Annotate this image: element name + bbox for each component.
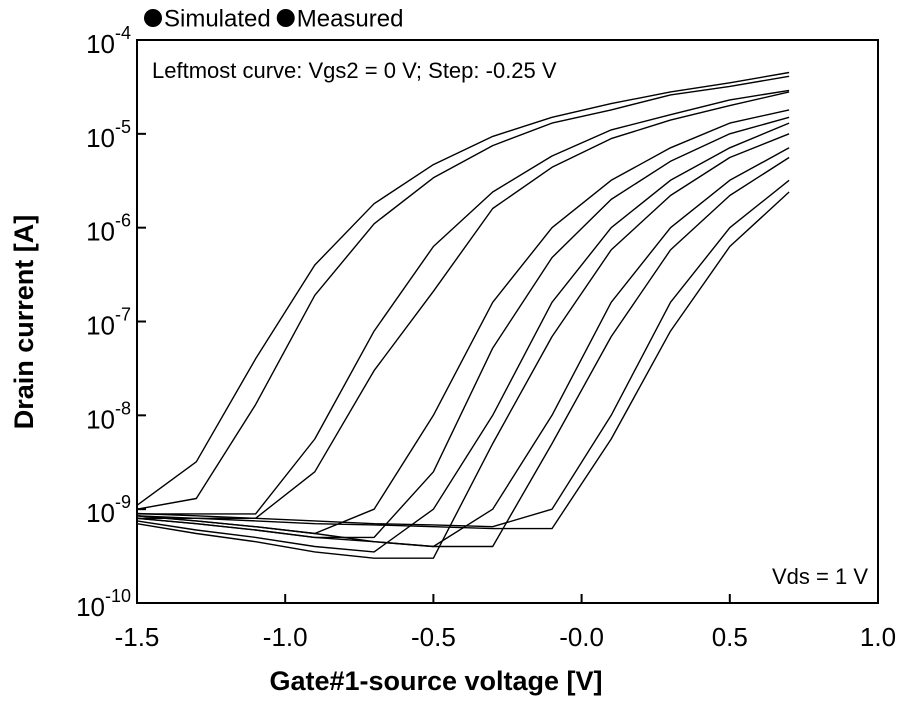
x-tick-label: -0.5 bbox=[411, 622, 456, 652]
y-tick-label: 10-9 bbox=[86, 492, 131, 528]
y-tick-label: 10-7 bbox=[86, 304, 131, 340]
curve bbox=[136, 71, 790, 506]
curve bbox=[136, 116, 790, 539]
curve bbox=[136, 156, 790, 548]
x-tick-label: 0.5 bbox=[712, 622, 748, 652]
curve bbox=[136, 147, 790, 548]
legend-label: Simulated bbox=[164, 5, 271, 32]
curve bbox=[136, 109, 790, 535]
annotation: Leftmost curve: Vgs2 = 0 V; Step: -0.25 … bbox=[152, 58, 557, 83]
curve bbox=[137, 91, 790, 519]
legend-marker bbox=[144, 9, 162, 27]
curve bbox=[137, 89, 790, 515]
x-axis-label: Gate#1-source voltage [V] bbox=[269, 666, 602, 696]
curve bbox=[136, 133, 790, 559]
curve bbox=[136, 122, 790, 553]
legend-marker bbox=[276, 9, 295, 27]
x-tick-label: -1.0 bbox=[263, 622, 308, 652]
annotation: Vds = 1 V bbox=[772, 564, 868, 589]
y-tick-label: 10-8 bbox=[86, 398, 131, 434]
y-tick-label: 10-4 bbox=[86, 23, 131, 59]
curve bbox=[136, 179, 790, 528]
y-tick-label: 10-6 bbox=[86, 210, 131, 246]
x-tick-label: 1.0 bbox=[860, 622, 896, 652]
legend-label: Measured bbox=[297, 5, 404, 32]
curve bbox=[136, 191, 790, 530]
x-tick-label: -1.5 bbox=[115, 622, 160, 652]
x-tick-label: -0.0 bbox=[559, 622, 604, 652]
y-axis-label: Drain current [A] bbox=[9, 215, 39, 430]
y-tick-label: 10-5 bbox=[86, 117, 131, 153]
y-tick-label: 10-10 bbox=[76, 586, 131, 622]
curve bbox=[136, 75, 790, 510]
